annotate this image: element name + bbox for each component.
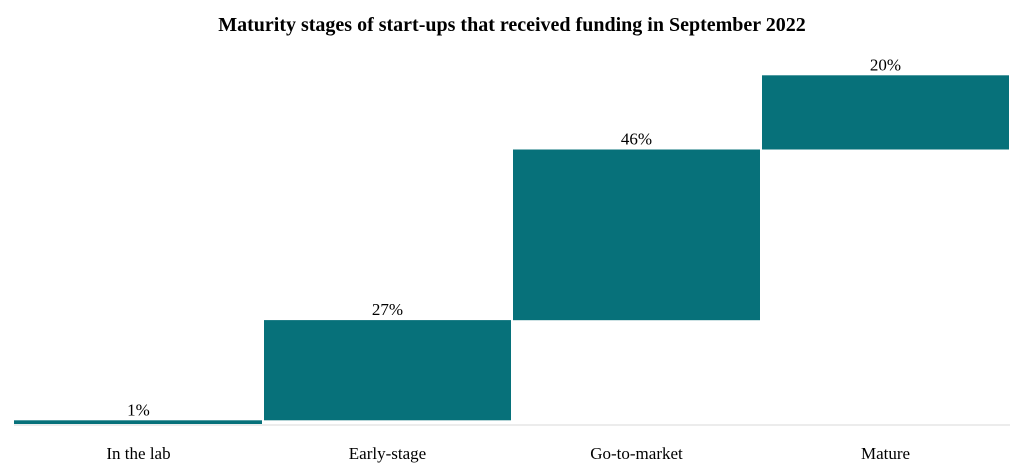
bar-mature: [762, 75, 1009, 150]
chart-title: Maturity stages of start-ups that receiv…: [218, 14, 806, 36]
value-labels-group: 1% 27% 46% 20%: [127, 55, 901, 419]
bar-go-to-market: [513, 149, 760, 321]
x-tick-label: Mature: [861, 444, 910, 463]
x-tick-label: Go-to-market: [590, 444, 683, 463]
value-label: 46%: [621, 130, 652, 149]
value-label: 27%: [372, 300, 403, 319]
value-label: 1%: [127, 400, 150, 419]
x-tick-label: Early-stage: [349, 444, 426, 463]
bar-in-the-lab: [14, 420, 262, 424]
x-tick-label: In the lab: [106, 444, 170, 463]
bar-early-stage: [264, 320, 511, 421]
value-label: 20%: [870, 55, 901, 74]
x-tick-labels-group: In the lab Early-stage Go-to-market Mature: [106, 444, 910, 463]
bars-group: [14, 75, 1009, 424]
